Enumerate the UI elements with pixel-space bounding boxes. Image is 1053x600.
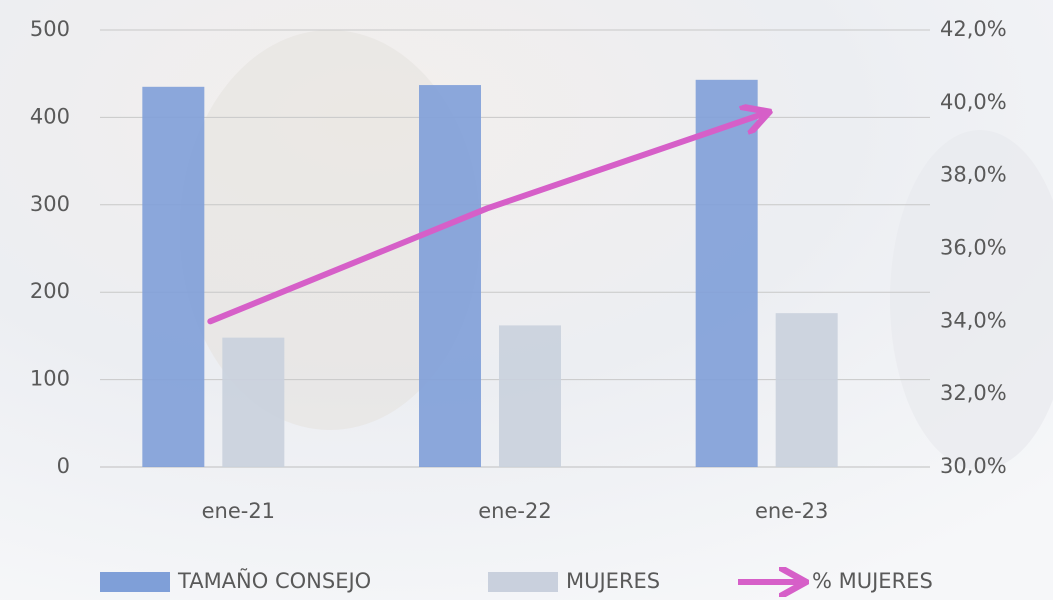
- y-tick-label: 0: [57, 454, 70, 478]
- y-tick-label: 100: [30, 367, 70, 391]
- bar: [499, 325, 561, 467]
- legend-label: TAMAÑO CONSEJO: [177, 567, 371, 593]
- y-tick-label: 400: [30, 104, 70, 128]
- chart: 0 100 200 300 400 500 30,0% 32,0% 34,0% 36,0% 38,0…: [0, 0, 1053, 600]
- y2-tick-label: 42,0%: [940, 17, 1007, 41]
- bar: [419, 85, 481, 467]
- y2-tick-label: 40,0%: [940, 90, 1007, 114]
- y-tick-label: 500: [30, 17, 70, 41]
- y-tick-label: 200: [30, 279, 70, 303]
- bar: [776, 313, 838, 467]
- y2-tick-label: 36,0%: [940, 236, 1007, 260]
- y2-tick-label: 34,0%: [940, 308, 1007, 332]
- y2-tick-label: 32,0%: [940, 381, 1007, 405]
- x-tick-label: ene-22: [478, 499, 551, 523]
- y2-tick-label: 30,0%: [940, 454, 1007, 478]
- bar: [142, 87, 204, 467]
- y-tick-label: 300: [30, 192, 70, 216]
- legend-swatch: [488, 572, 558, 592]
- y2-tick-label: 38,0%: [940, 163, 1007, 187]
- x-tick-label: ene-21: [202, 499, 275, 523]
- bar: [222, 338, 284, 467]
- legend-swatch: [100, 572, 170, 592]
- x-tick-label: ene-23: [755, 499, 828, 523]
- bar: [696, 80, 758, 467]
- legend-label: % MUJERES: [812, 569, 933, 593]
- legend-label: MUJERES: [566, 569, 660, 593]
